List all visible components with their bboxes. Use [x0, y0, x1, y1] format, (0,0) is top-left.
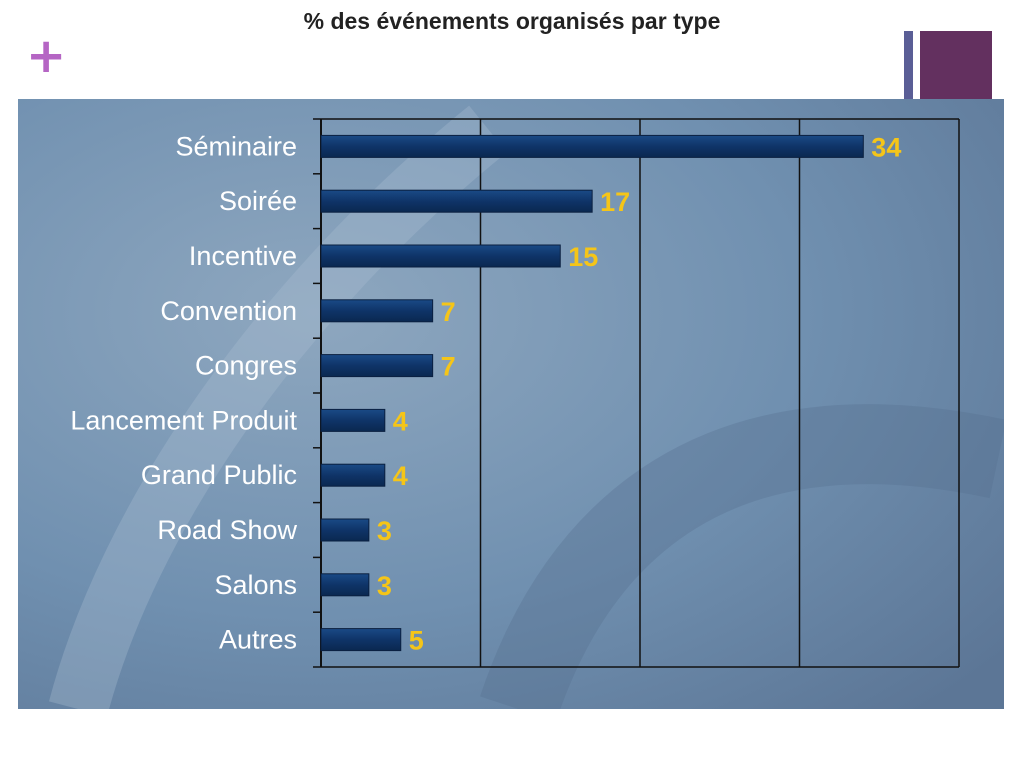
bar — [320, 518, 370, 542]
value-label: 3 — [377, 516, 392, 546]
value-label: 17 — [600, 187, 630, 217]
category-label: Road Show — [157, 515, 297, 545]
value-label: 5 — [409, 626, 424, 656]
category-label: Salons — [214, 570, 297, 600]
bar — [320, 189, 593, 213]
value-label: 7 — [441, 297, 456, 327]
category-label: Lancement Produit — [70, 405, 297, 435]
value-label: 4 — [393, 461, 408, 491]
bar — [320, 299, 434, 323]
bar — [320, 463, 386, 487]
chart-title: % des événements organisés par type — [303, 8, 721, 34]
bar — [320, 408, 386, 432]
accent-block — [920, 31, 992, 101]
bar — [320, 628, 402, 652]
chart-panel: Séminaire 34 Soirée 17 Incentive 15 Convention… — [18, 99, 1004, 709]
category-label: Séminaire — [175, 131, 297, 161]
backdrop-swirl — [480, 404, 1004, 709]
category-label: Soirée — [219, 186, 297, 216]
category-label: Autres — [219, 625, 297, 655]
category-label: Convention — [160, 296, 297, 326]
value-label: 4 — [393, 406, 408, 436]
bar — [320, 354, 434, 378]
category-label: Incentive — [189, 241, 297, 271]
bar — [320, 573, 370, 597]
accent-bar-thin — [904, 31, 913, 101]
value-label: 15 — [568, 242, 598, 272]
value-label: 7 — [441, 352, 456, 382]
bar — [320, 134, 864, 158]
value-label: 34 — [871, 132, 901, 162]
category-label: Congres — [195, 351, 297, 381]
category-label: Grand Public — [141, 460, 297, 490]
value-label: 3 — [377, 571, 392, 601]
plus-icon: + — [26, 28, 67, 84]
bar — [320, 244, 561, 268]
